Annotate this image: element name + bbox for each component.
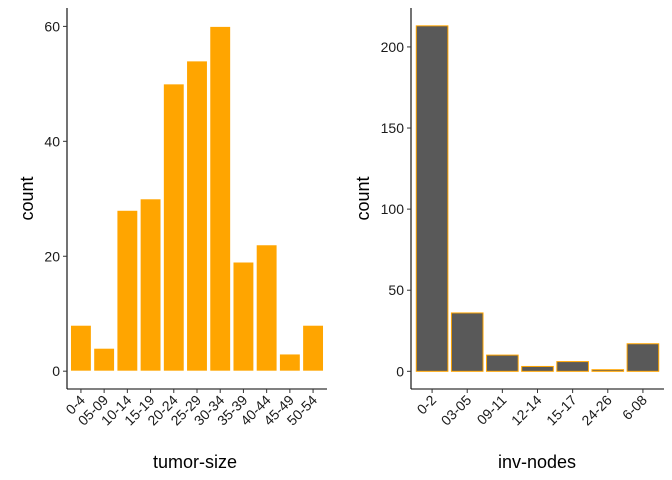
bar-35-39 bbox=[232, 261, 255, 372]
bar-24-26 bbox=[591, 369, 625, 372]
bar-25-29 bbox=[186, 60, 208, 372]
x-tick-label: 15-17 bbox=[543, 392, 580, 429]
y-tick-label: 60 bbox=[44, 18, 60, 34]
tumor-size-chart: 02040600-405-0910-1415-1920-2425-2930-34… bbox=[17, 8, 327, 472]
y-tick-label: 0 bbox=[396, 363, 404, 379]
y-tick-label: 150 bbox=[381, 120, 405, 136]
y-axis-title: count bbox=[353, 176, 373, 220]
bar-50-54 bbox=[302, 324, 325, 372]
x-tick-label: 12-14 bbox=[508, 392, 545, 429]
y-tick-label: 50 bbox=[388, 282, 404, 298]
x-tick-label: 03-05 bbox=[438, 392, 475, 429]
bar-6-08 bbox=[626, 343, 660, 372]
x-tick-label: 24-26 bbox=[578, 392, 615, 429]
x-tick-label: 09-11 bbox=[474, 392, 510, 428]
bar-20-24 bbox=[162, 83, 185, 372]
bar-12-14 bbox=[521, 365, 554, 372]
x-axis-title: inv-nodes bbox=[498, 452, 576, 472]
bar-0-2 bbox=[415, 25, 449, 372]
y-tick-label: 40 bbox=[44, 133, 60, 149]
y-tick-label: 200 bbox=[381, 39, 405, 55]
x-tick-label: 6-08 bbox=[619, 392, 650, 423]
y-tick-label: 0 bbox=[52, 363, 60, 379]
bar-0-4 bbox=[69, 324, 92, 372]
y-tick-label: 20 bbox=[44, 248, 60, 264]
bar-45-49 bbox=[278, 353, 301, 372]
bar-05-09 bbox=[93, 347, 116, 372]
bar-15-17 bbox=[556, 361, 589, 372]
x-tick-label: 0-2 bbox=[414, 392, 440, 418]
y-axis-title: count bbox=[17, 176, 37, 220]
bar-03-05 bbox=[450, 312, 484, 372]
bar-40-44 bbox=[255, 244, 278, 372]
bar-30-34 bbox=[209, 25, 232, 372]
x-axis-title: tumor-size bbox=[153, 452, 237, 472]
bar-09-11 bbox=[486, 354, 519, 372]
bar-15-19 bbox=[139, 198, 162, 372]
y-tick-label: 100 bbox=[381, 201, 405, 217]
bar-10-14 bbox=[116, 209, 139, 372]
inv-nodes-chart: 0 50 100 150 200 0-203-05 09-1112-1415-1724-26… bbox=[353, 8, 664, 472]
